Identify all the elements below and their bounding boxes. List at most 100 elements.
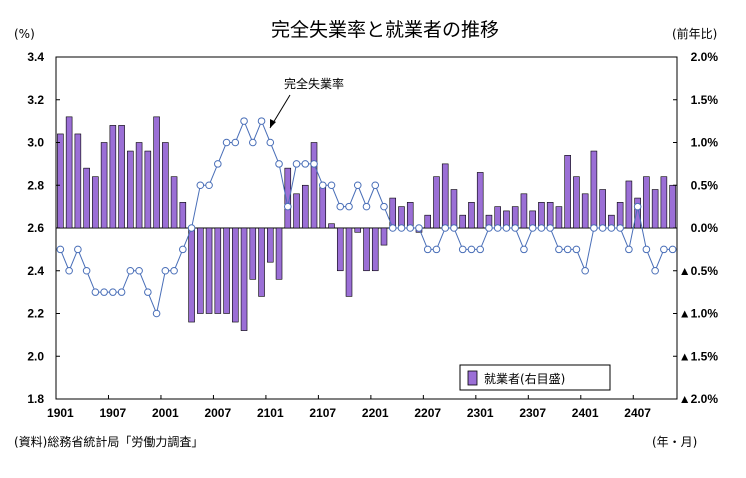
bar [100, 142, 108, 229]
left-tick-label: 2.4 [27, 264, 44, 278]
x-tick-label: 1901 [47, 406, 74, 420]
line-point [345, 202, 353, 211]
line-point [214, 160, 222, 168]
left-tick-label: 2.8 [27, 178, 44, 192]
right-tick-label: ▲0.5% [679, 264, 719, 278]
bar [468, 202, 475, 229]
line-point [65, 266, 73, 275]
bar [267, 227, 274, 263]
line-point [283, 202, 292, 211]
line-point [362, 202, 371, 211]
line-point [196, 181, 205, 190]
bar [380, 227, 388, 246]
line-point [598, 224, 607, 232]
right-tick-label: ▲1.5% [679, 349, 719, 363]
bar [319, 184, 327, 229]
x-axis-ticks: 1901 1907 2001 2007 2101 2107 2201 2207 2301 2307… [47, 395, 651, 420]
line-point [179, 245, 187, 254]
bar [258, 227, 265, 297]
bar [520, 193, 528, 229]
bar [651, 189, 659, 229]
line-point [423, 245, 432, 254]
bar [144, 150, 152, 229]
line-point [476, 245, 485, 254]
line-point [520, 245, 528, 254]
bar [599, 189, 606, 229]
right-tick-label: 0.0% [691, 221, 719, 235]
right-tick-label: 0.5% [691, 178, 719, 192]
bar [179, 202, 187, 229]
bar [328, 223, 335, 229]
bar [433, 176, 440, 229]
line-point [581, 266, 589, 275]
line-point [301, 160, 310, 168]
right-tick-label: ▲1.0% [679, 307, 719, 321]
legend-label: 就業者(右目盛) [484, 371, 565, 386]
bar [293, 193, 300, 229]
line-point [117, 288, 126, 296]
right-tick-label: ▲2.0% [679, 392, 719, 406]
line-point [231, 138, 240, 147]
line-point [380, 202, 388, 211]
annotation-arrowhead [270, 119, 276, 128]
line-point [310, 160, 318, 168]
source-note: (資料)総務省統計局「労働力調査」 [14, 434, 203, 449]
bar [135, 142, 143, 229]
line-point [126, 266, 135, 275]
line-point [625, 245, 633, 254]
line-series [56, 117, 677, 318]
bar [153, 116, 160, 229]
bar [354, 227, 362, 233]
bar [223, 227, 230, 314]
line-point [441, 224, 450, 232]
left-tick-label: 3.2 [27, 93, 44, 107]
bar [643, 176, 650, 229]
bar [240, 227, 248, 331]
line-point [275, 160, 283, 168]
chart-title: 完全失業率と就業者の推移 [271, 19, 499, 41]
x-tick-label: 1907 [99, 406, 126, 420]
annotation: 完全失業率 [269, 76, 344, 129]
line-point [642, 245, 651, 254]
line-point [100, 288, 108, 296]
line-point [91, 288, 100, 296]
left-axis-label: (%) [14, 27, 35, 41]
left-tick-label: 2.2 [27, 307, 44, 321]
bar [92, 176, 99, 229]
bar [249, 227, 257, 280]
bar [476, 172, 484, 229]
line-point [415, 224, 423, 232]
line-point [537, 224, 546, 232]
bar [459, 214, 466, 229]
x-tick-label: 2307 [519, 406, 546, 420]
bar [564, 155, 571, 229]
line-point [651, 266, 659, 275]
left-tick-label: 1.8 [27, 392, 44, 406]
bar [573, 176, 580, 229]
x-tick-label: 2201 [362, 406, 389, 420]
bar [310, 142, 318, 229]
line-point [432, 245, 441, 254]
line-point [563, 245, 572, 254]
line-point [528, 224, 537, 232]
bar [616, 202, 624, 229]
x-axis-label: (年・月) [652, 435, 697, 449]
line-point [371, 181, 380, 190]
line-point [56, 245, 65, 254]
line-point [240, 117, 248, 125]
bar [109, 125, 117, 229]
annotation-label: 完全失業率 [284, 76, 344, 91]
bar [162, 142, 169, 229]
line-point [590, 224, 598, 232]
bar [275, 227, 283, 280]
line-point [388, 224, 397, 232]
bar [197, 227, 204, 314]
line-point [406, 224, 415, 232]
line-point [205, 181, 213, 190]
bar [634, 197, 641, 229]
line-point [546, 224, 554, 232]
line-point [74, 245, 82, 254]
x-tick-label: 2401 [572, 406, 599, 420]
bar [450, 189, 458, 229]
bar [284, 167, 292, 229]
